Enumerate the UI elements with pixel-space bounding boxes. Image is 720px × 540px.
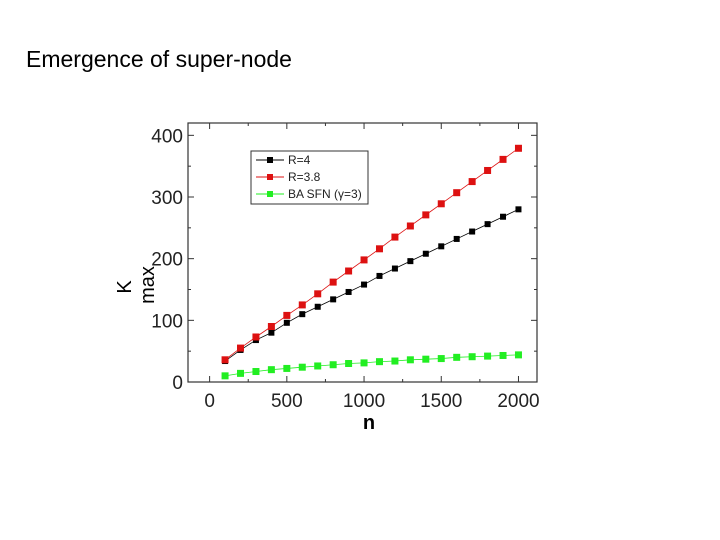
data-point xyxy=(361,281,368,288)
data-point xyxy=(499,351,507,359)
x-axis-title: n xyxy=(363,412,375,434)
data-point xyxy=(453,189,461,197)
data-point xyxy=(345,360,353,367)
data-point xyxy=(252,368,260,376)
data-point xyxy=(422,211,430,219)
data-point xyxy=(437,355,445,363)
data-point xyxy=(314,290,322,298)
data-point xyxy=(268,329,275,336)
data-point xyxy=(484,221,491,228)
legend-label: BA SFN (γ=3) xyxy=(288,187,362,201)
data-point xyxy=(221,356,229,364)
data-point xyxy=(453,235,460,242)
data-point xyxy=(345,267,353,275)
data-point xyxy=(330,296,337,303)
data-point xyxy=(283,364,291,372)
data-point xyxy=(252,333,260,341)
data-point xyxy=(360,359,368,367)
data-point xyxy=(514,144,522,152)
data-point xyxy=(376,272,383,279)
data-point xyxy=(298,301,306,309)
data-point xyxy=(406,356,414,364)
y-axis-subscript: max xyxy=(137,266,159,304)
data-point xyxy=(360,256,368,264)
data-point xyxy=(329,278,337,286)
data-point xyxy=(391,357,399,365)
data-point xyxy=(391,265,398,272)
data-point xyxy=(484,166,492,174)
data-point xyxy=(283,319,290,326)
y-tick-label: 300 xyxy=(151,188,183,209)
series-markers xyxy=(221,144,522,380)
legend-marker xyxy=(267,191,273,197)
plot-frame xyxy=(187,122,538,383)
data-point xyxy=(438,243,445,250)
data-point xyxy=(299,311,306,318)
data-point xyxy=(329,361,337,369)
x-tick-label: 2000 xyxy=(497,391,539,412)
data-point xyxy=(221,372,229,380)
legend-label: R=4 xyxy=(288,153,311,167)
legend-marker xyxy=(267,174,273,180)
data-point xyxy=(237,344,245,352)
x-tick-label: 1500 xyxy=(420,391,462,412)
legend-marker xyxy=(267,157,273,163)
legend: R=4 R=3.8 BA SFN (γ=3) xyxy=(250,150,369,205)
x-tick-label: 1000 xyxy=(343,391,385,412)
y-tick-label: 100 xyxy=(151,311,183,332)
data-point xyxy=(468,353,476,361)
data-point xyxy=(406,222,414,230)
data-point xyxy=(484,352,492,360)
data-point xyxy=(500,213,507,220)
slide-title: Emergence of super-node xyxy=(26,46,292,72)
data-point xyxy=(391,233,399,241)
ticks xyxy=(188,123,537,383)
tick-labels: 0 100 200 300 400 0 500 1000 1500 2000 xyxy=(151,126,539,412)
data-point xyxy=(468,178,476,186)
data-point xyxy=(283,311,291,319)
data-point xyxy=(267,366,275,374)
data-point xyxy=(345,288,352,295)
y-tick-label: 200 xyxy=(151,250,183,271)
data-point xyxy=(267,323,275,330)
legend-label: R=3.8 xyxy=(288,170,321,184)
y-tick-label: 400 xyxy=(151,126,183,147)
x-tick-label: 500 xyxy=(271,391,303,412)
data-point xyxy=(437,200,445,208)
data-point xyxy=(499,155,507,163)
data-point xyxy=(314,362,322,370)
data-point xyxy=(375,245,383,253)
data-point xyxy=(314,303,321,310)
data-point xyxy=(422,250,429,257)
data-point xyxy=(375,358,383,366)
data-point xyxy=(298,363,306,371)
data-point xyxy=(407,258,414,265)
x-tick-label: 0 xyxy=(204,391,215,412)
y-tick-label: 0 xyxy=(172,373,183,394)
data-point xyxy=(515,206,522,213)
legend-entries: R=4 R=3.8 BA SFN (γ=3) xyxy=(256,153,362,201)
data-point xyxy=(453,353,461,361)
data-point xyxy=(514,351,522,359)
data-point xyxy=(237,369,245,377)
data-point xyxy=(422,355,430,363)
y-axis-title: K xyxy=(114,280,136,294)
data-point xyxy=(469,228,476,235)
